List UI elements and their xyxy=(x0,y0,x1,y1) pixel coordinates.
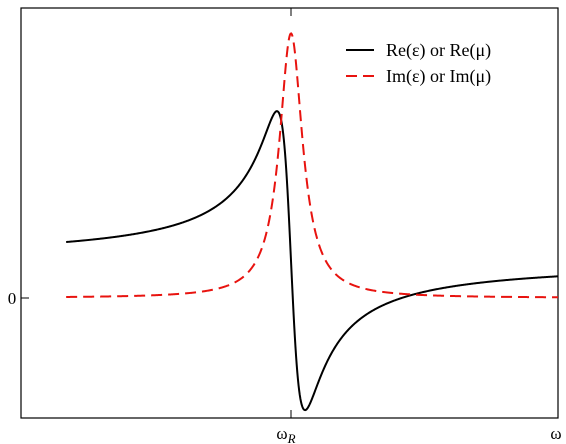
legend-label-real: Re(ε) or Re(μ) xyxy=(386,40,491,61)
legend-label-imag: Im(ε) or Im(μ) xyxy=(386,66,491,87)
x-tick-label-omega: ω xyxy=(550,424,561,443)
legend: Re(ε) or Re(μ) Im(ε) or Im(μ) xyxy=(346,40,491,87)
x-tick-label-omega-r: ωR xyxy=(276,424,295,444)
y-tick-label-zero: 0 xyxy=(8,289,17,308)
series-line-imag xyxy=(66,32,558,299)
series-line-real xyxy=(66,110,559,412)
series-layer xyxy=(66,32,559,412)
plot-frame xyxy=(20,7,559,419)
